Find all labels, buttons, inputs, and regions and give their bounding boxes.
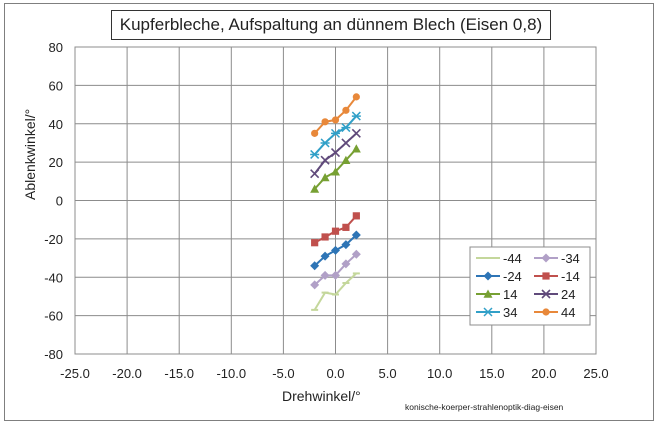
data-point	[342, 223, 350, 231]
data-point	[331, 167, 340, 176]
x-tick-labels: -25.0 -20.0 -15.0 -10.0 -5.0 0.0 5.0 10.0 15.0 20…	[60, 366, 608, 381]
data-point	[331, 227, 340, 235]
data-point	[320, 172, 330, 182]
data-point	[341, 155, 351, 165]
series-14	[310, 144, 361, 193]
y-tick-labels: -80 -60 -40 -20 0 20 40 60 80	[44, 40, 63, 362]
y-tick-label: 80	[49, 40, 63, 55]
data-point	[342, 106, 350, 114]
data-point	[310, 280, 320, 290]
x-tick-label: 0.0	[326, 366, 344, 381]
legend-item: -34	[534, 251, 580, 266]
y-tick-label: 60	[49, 78, 63, 93]
legend-item: -24	[476, 269, 522, 284]
data-point	[321, 118, 329, 126]
legend-item: 34	[476, 305, 517, 320]
data-point	[320, 270, 330, 280]
legend-label: -14	[561, 269, 580, 284]
legend-label: 34	[503, 305, 517, 320]
data-point	[351, 249, 361, 259]
legend-label: -24	[503, 269, 522, 284]
legend-label: -34	[561, 251, 580, 266]
data-point	[351, 128, 361, 138]
series-group	[310, 93, 361, 311]
legend-marker	[542, 272, 550, 280]
x-axis-label: Drehwinkel/°	[282, 388, 361, 404]
x-tick-label: -5.0	[272, 366, 294, 381]
data-point	[311, 239, 319, 247]
series-neg14	[311, 212, 360, 247]
data-point	[310, 184, 320, 193]
y-tick-label: -80	[44, 347, 63, 362]
data-point	[331, 245, 340, 255]
series-44	[311, 93, 360, 137]
legend-item: 14	[476, 287, 517, 302]
data-point	[330, 128, 341, 138]
x-tick-label: -20.0	[112, 366, 142, 381]
data-point	[310, 169, 320, 179]
data-point	[310, 261, 320, 271]
footnote-text: konische-koerper-strahlenoptik-diag-eise…	[405, 402, 564, 412]
legend-item: -44	[476, 251, 522, 266]
data-point	[330, 147, 341, 158]
y-axis-label: Ablenkwinkel/°	[22, 108, 38, 200]
legend-label: 14	[503, 287, 517, 302]
legend-marker	[542, 308, 550, 316]
x-tick-label: 15.0	[479, 366, 504, 381]
data-point	[351, 144, 361, 153]
y-tick-label: -40	[44, 270, 63, 285]
y-tick-label: 20	[49, 155, 63, 170]
x-tick-label: -25.0	[60, 366, 90, 381]
data-point	[311, 129, 319, 137]
data-point	[341, 123, 351, 133]
x-tick-label: 20.0	[531, 366, 556, 381]
legend-item: 44	[534, 305, 575, 320]
legend: -44 -34 -24 -14 14 24 34 44	[469, 246, 591, 326]
series-neg34	[310, 249, 361, 290]
data-point	[320, 138, 330, 148]
legend-item: 24	[534, 287, 575, 302]
x-tick-label: 10.0	[427, 366, 452, 381]
x-tick-label: -15.0	[164, 366, 194, 381]
y-tick-label: -20	[44, 232, 63, 247]
x-tick-label: 5.0	[379, 366, 397, 381]
data-point	[341, 138, 351, 148]
data-point	[351, 111, 361, 121]
series-34	[310, 111, 361, 159]
plot-area-border	[74, 46, 597, 355]
chart-title: Kupferbleche, Aufspaltung an dünnem Blec…	[111, 10, 551, 40]
legend-marker	[541, 253, 551, 263]
data-point	[331, 270, 340, 280]
series-neg44	[311, 272, 360, 311]
data-point	[341, 259, 351, 269]
legend-label: 44	[561, 305, 575, 320]
x-tick-label: 25.0	[583, 366, 608, 381]
data-point	[320, 155, 330, 165]
y-tick-label: -60	[44, 309, 63, 324]
data-point	[310, 149, 320, 159]
legend-item: -14	[534, 269, 580, 284]
legend-marker	[483, 271, 493, 281]
legend-label: -44	[503, 251, 522, 266]
data-point	[351, 230, 361, 240]
grid	[74, 46, 597, 355]
data-point	[320, 251, 330, 261]
series-24	[310, 128, 361, 179]
legend-marker	[541, 289, 551, 299]
y-tick-label: 0	[56, 194, 63, 209]
legend-marker	[483, 307, 493, 317]
y-tick-label: 40	[49, 117, 63, 132]
data-point	[341, 240, 351, 250]
chart-frame	[4, 3, 654, 421]
data-point	[352, 212, 360, 220]
data-point	[331, 116, 340, 124]
x-tick-label: -10.0	[216, 366, 246, 381]
series-neg24	[310, 230, 361, 271]
data-point	[352, 93, 360, 101]
legend-marker	[483, 289, 493, 298]
legend-label: 24	[561, 287, 575, 302]
data-point	[321, 233, 329, 241]
